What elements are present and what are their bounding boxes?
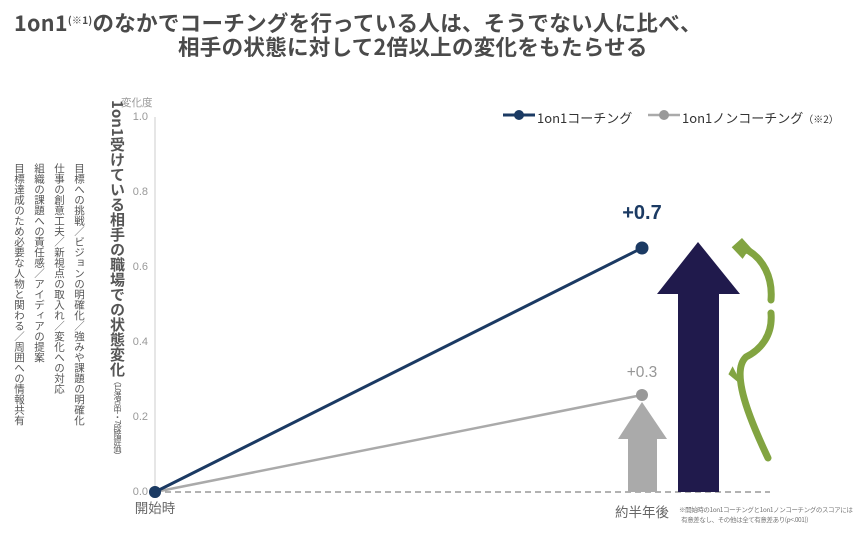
svg-text:1.0: 1.0 xyxy=(133,111,148,123)
svg-text:+0.3: +0.3 xyxy=(627,364,658,381)
svg-text:0.4: 0.4 xyxy=(133,336,148,348)
svg-text:+0.7: +0.7 xyxy=(622,202,661,224)
svg-text:0.2: 0.2 xyxy=(133,411,148,423)
svg-text:0.0: 0.0 xyxy=(133,486,148,498)
svg-text:約半年後: 約半年後 xyxy=(615,505,669,520)
svg-text:0.8: 0.8 xyxy=(133,186,148,198)
svg-text:0.6: 0.6 xyxy=(133,261,148,273)
svg-text:開始時: 開始時 xyxy=(135,501,176,516)
